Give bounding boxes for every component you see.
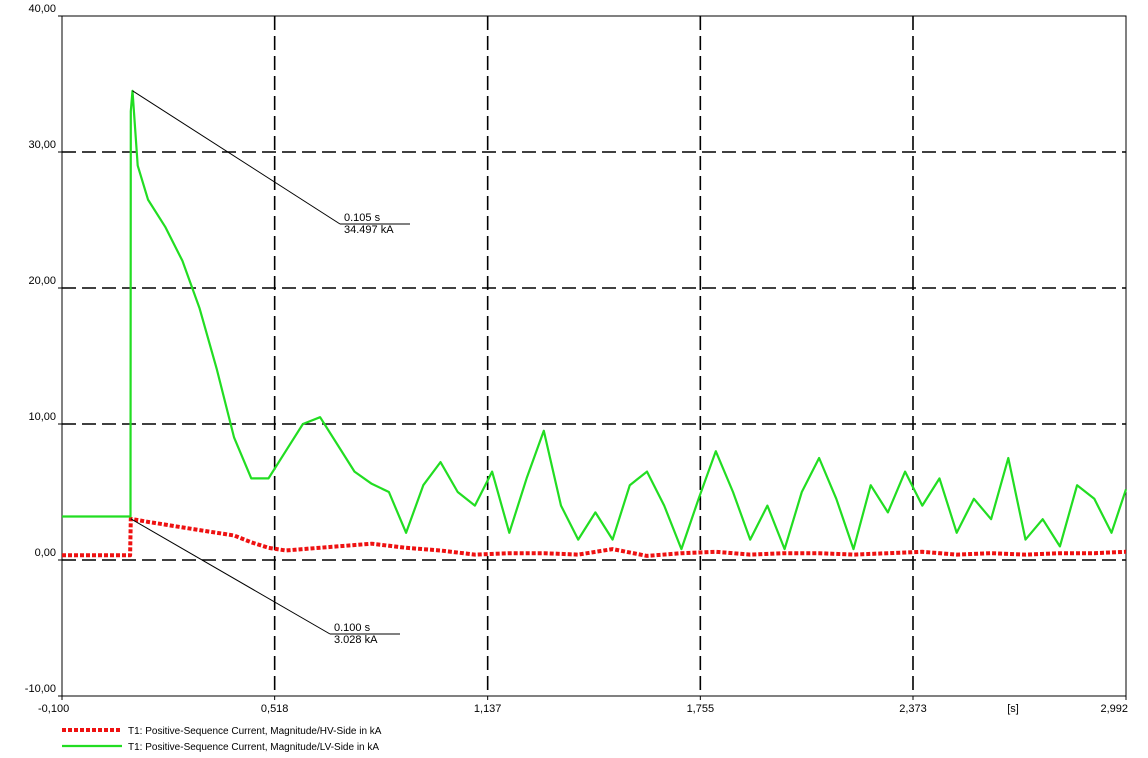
legend-label-1: T1: Positive-Sequence Current, Magnitude… (128, 726, 382, 737)
x-tick-label: 1,137 (474, 703, 502, 715)
y-tick-label: 0,00 (35, 547, 56, 559)
y-tick-label: 40,00 (28, 3, 56, 15)
x-unit-label: [s] (1007, 703, 1019, 715)
x-tick-label: 2,373 (899, 703, 927, 715)
plot-frame (61, 15, 1127, 697)
y-tick-label: 10,00 (28, 411, 56, 423)
gridlines (62, 16, 1126, 696)
y-tick-label: 20,00 (28, 275, 56, 287)
x-tick-labels: -0,100 0,518 1,137 1,755 2,373 2,992 (38, 696, 1128, 715)
annotation-value: 3.028 kA (334, 634, 378, 646)
x-tick-label: 1,755 (687, 703, 715, 715)
x-tick-label: -0,100 (38, 703, 69, 715)
annotation-leader (130, 518, 331, 635)
y-tick-label: 30,00 (28, 139, 56, 151)
annotation-time: 0.100 s (334, 622, 371, 634)
x-tick-label: 2,992 (1100, 703, 1128, 715)
series-line-1 (62, 516, 1127, 558)
y-tick-label: -10,00 (25, 683, 56, 695)
y-tick-labels: -10,00 0,00 10,00 20,00 30,00 40,00 (25, 3, 62, 697)
annotation-time: 0.105 s (344, 212, 381, 224)
legend: T1: Positive-Sequence Current, Magnitude… (62, 726, 382, 753)
x-tick-label: 0,518 (261, 703, 289, 715)
legend-label-2: T1: Positive-Sequence Current, Magnitude… (128, 742, 379, 753)
annotation-leader (132, 90, 341, 225)
series-line-2 (62, 89, 1128, 551)
series-group (62, 89, 1128, 558)
annotation-value: 34.497 kA (344, 224, 394, 236)
annotations: 0.105 s34.497 kA 0.100 s3.028 kA (130, 90, 410, 646)
